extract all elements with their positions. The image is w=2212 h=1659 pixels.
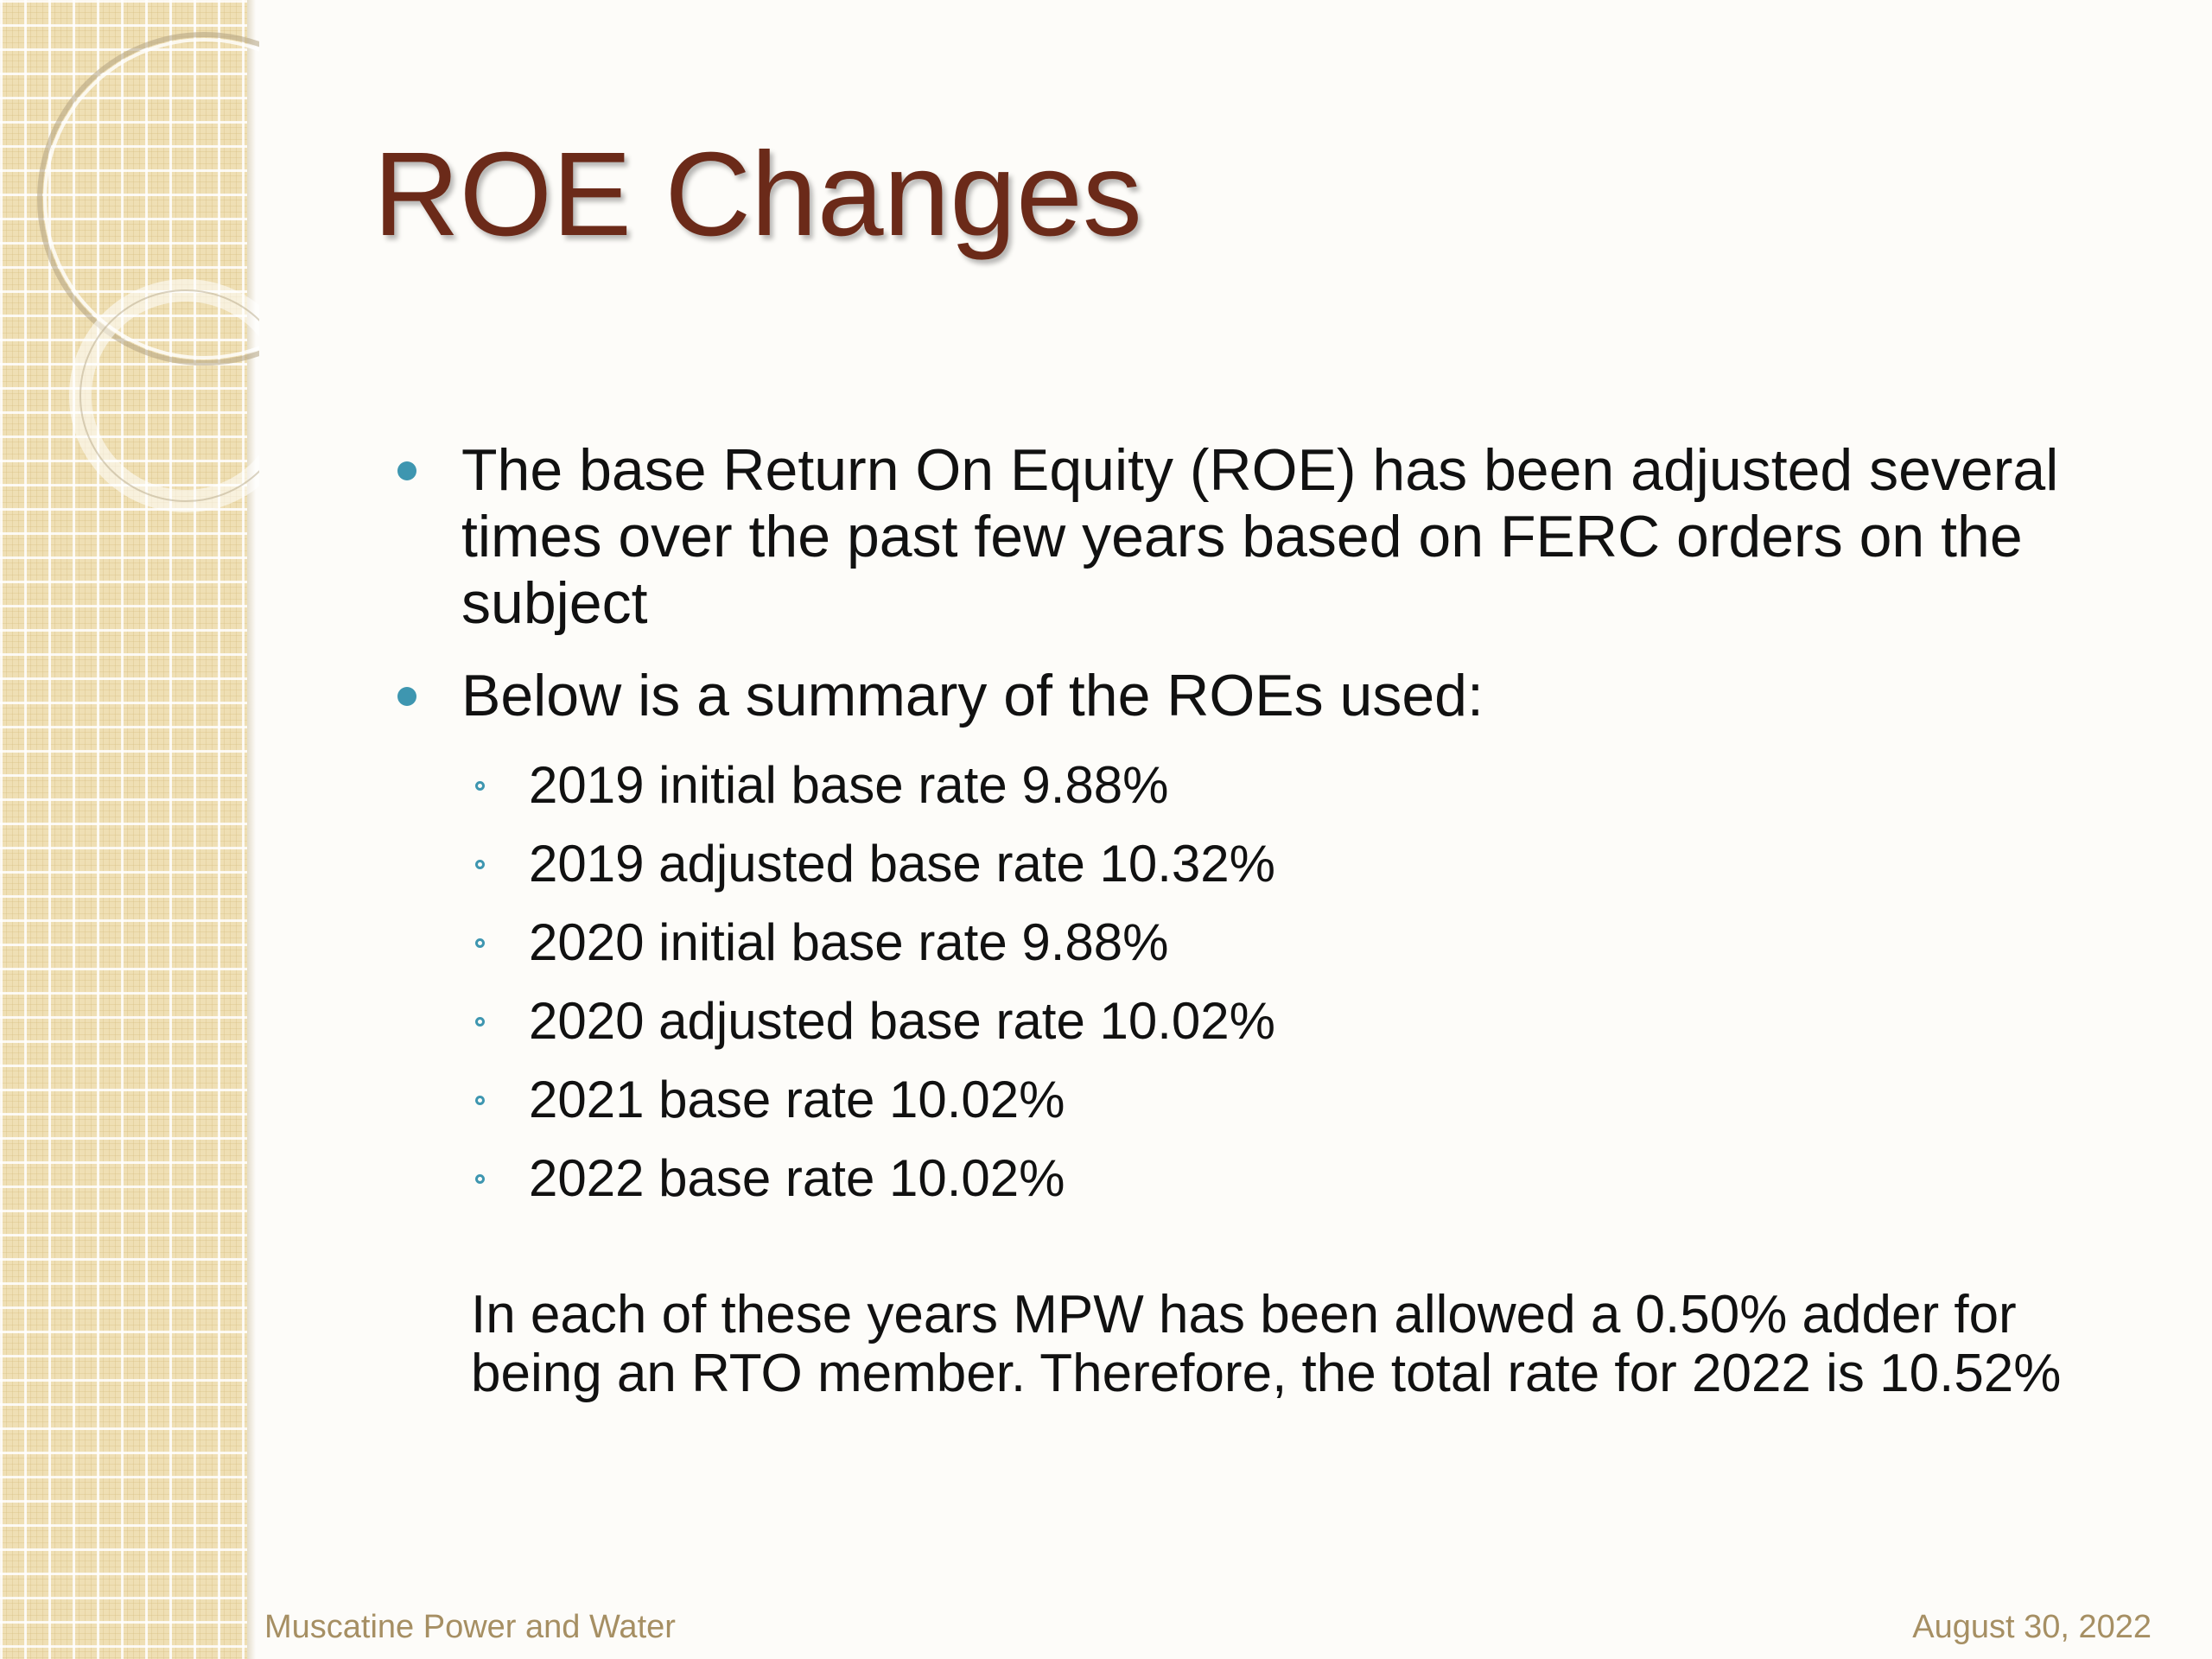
sub-bullet-item: 2022 base rate 10.02%	[475, 1148, 2152, 1209]
bullet-text: Below is a summary of the ROEs used:	[461, 663, 1484, 728]
rto-adder-note: In each of these years MPW has been allo…	[471, 1285, 2062, 1403]
ring-bullet-icon	[475, 1096, 485, 1105]
content-body: The base Return On Equity (ROE) has been…	[372, 437, 2152, 1227]
sub-bullet-item: 2021 base rate 10.02%	[475, 1070, 2152, 1130]
sub-bullet-text: 2022 base rate 10.02%	[529, 1149, 1065, 1207]
ring-bullet-icon	[475, 938, 485, 948]
bullet-item: Below is a summary of the ROEs used:	[372, 663, 2152, 729]
sub-bullet-item: 2020 initial base rate 9.88%	[475, 912, 2152, 973]
ring-bullet-icon	[475, 781, 485, 791]
sub-bullet-text: 2020 initial base rate 9.88%	[529, 913, 1169, 971]
bullet-text: The base Return On Equity (ROE) has been…	[461, 437, 2059, 636]
sub-bullet-text: 2021 base rate 10.02%	[529, 1071, 1065, 1128]
footer-date: August 30, 2022	[1912, 1609, 2152, 1645]
slide-title: ROE Changes	[373, 128, 1142, 261]
sub-bullet-text: 2019 adjusted base rate 10.32%	[529, 835, 1275, 893]
ring-bullet-icon	[475, 860, 485, 869]
decorative-rings	[37, 32, 259, 512]
bullet-dot-icon	[397, 687, 416, 706]
sub-bullet-list: 2019 initial base rate 9.88% 2019 adjust…	[372, 755, 2152, 1209]
sub-bullet-item: 2020 adjusted base rate 10.02%	[475, 991, 2152, 1052]
sub-bullet-item: 2019 adjusted base rate 10.32%	[475, 834, 2152, 894]
sub-bullet-item: 2019 initial base rate 9.88%	[475, 755, 2152, 816]
footer-organization: Muscatine Power and Water	[264, 1609, 676, 1645]
sub-bullet-text: 2019 initial base rate 9.88%	[529, 756, 1169, 814]
strip-edge-shadow	[247, 0, 256, 1659]
bullet-item: The base Return On Equity (ROE) has been…	[372, 437, 2152, 637]
bullet-dot-icon	[397, 461, 416, 480]
decorative-grid-strip	[0, 0, 247, 1659]
sub-bullet-text: 2020 adjusted base rate 10.02%	[529, 992, 1275, 1050]
ring-bullet-icon	[475, 1174, 485, 1184]
ring-bullet-icon	[475, 1017, 485, 1027]
